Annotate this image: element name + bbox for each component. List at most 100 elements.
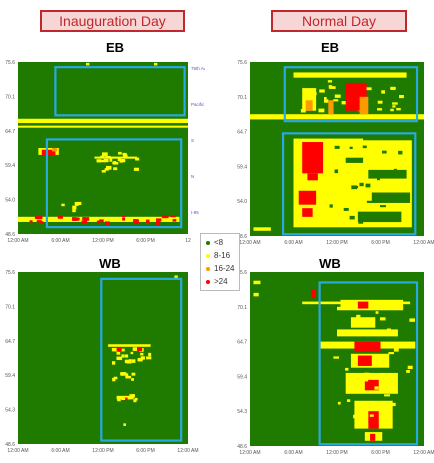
legend: <8 8-16 16-24 >24 [200,233,240,291]
heat-cell [396,107,401,111]
heat-cell [390,86,396,90]
y-tick-label: 70.1 [237,305,247,311]
y-tick-label: 64.7 [5,339,15,345]
heat-cell [124,354,129,358]
panel-title-eb-normal: EB [320,40,340,55]
heat-cell [121,348,125,352]
heat-cell [140,352,144,356]
heat-cell [52,148,58,152]
heat-cell [121,215,126,218]
legend-label: <8 [214,238,224,247]
heat-cell [133,167,139,171]
heat-cell [253,292,259,297]
heat-cell [379,317,386,321]
heat-cell [125,375,132,379]
heat-cell [334,94,341,98]
heat-cell [117,157,121,162]
panel-title-eb-inauguration: EB [105,40,125,55]
inauguration-day-header: Inauguration Day [40,10,185,32]
heat-cell [116,351,121,355]
heat-cell [377,100,383,104]
right-label: I-95 [191,210,199,215]
legend-label: >24 [214,277,228,286]
x-tick-label: 6:00 PM [371,450,390,456]
highlight-box [100,277,183,442]
heat-cell [398,150,403,155]
y-tick-label: 64.7 [237,340,247,346]
heat-cell [345,367,349,371]
heat-cell [125,373,129,378]
heat-cell [101,152,108,157]
heat-cell [366,200,373,203]
heat-cell [113,376,118,380]
heat-cell [116,356,123,360]
highlight-box [281,132,417,236]
heat-cell [357,211,402,223]
panel-title-wb-normal: WB [319,256,341,271]
heat-cell [121,354,125,358]
heat-cell [368,411,379,429]
heat-cell [327,80,333,83]
heat-cell [333,99,339,102]
heat-cell [392,384,398,388]
heat-cell [293,138,364,148]
heat-cell [390,108,394,112]
legend-item: 8-16 [206,250,230,262]
highlight-box [54,66,186,117]
heat-cell [359,182,364,187]
right-label: N [191,174,194,179]
y-tick-label: 70.1 [5,304,15,310]
heat-cell [302,88,317,111]
heat-cell [101,170,106,173]
heat-cell [154,62,158,66]
heat-cell [122,152,127,156]
heat-cell [300,109,306,113]
heat-cell [307,173,318,181]
heat-cell [146,219,150,223]
heat-cell [365,183,371,188]
heat-cell [337,329,398,337]
heat-cell [133,399,137,403]
heat-cell [302,208,313,217]
heat-cell [99,219,104,223]
heat-cell [72,205,77,210]
heat-cell [250,114,424,120]
legend-swatch [206,279,210,284]
y-tick-label: 48.6 [5,442,15,448]
heat-cell [94,156,137,159]
heat-cell [61,203,65,207]
x-tick-label: 6:00 PM [136,448,155,454]
heat-cell [131,372,136,376]
y-tick-label: 48.6 [237,234,247,240]
heat-cell [357,355,372,366]
heat-cell [351,185,358,190]
heat-cell [349,146,353,149]
heat-cell [109,158,113,162]
y-tick-label: 59.4 [237,374,247,380]
x-tick-label: 12:00 AM [7,448,28,454]
heat-cell [18,118,188,124]
heat-cell [99,159,106,163]
heat-cell [174,275,178,279]
heat-cell [18,216,180,222]
heat-cell [146,356,152,360]
heat-cell [81,220,88,224]
heat-cell [324,97,327,100]
heat-cell [354,341,381,353]
heat-cell [406,370,410,373]
highlight-box [45,138,183,229]
heat-cell [117,398,121,402]
legend-item: <8 [206,237,223,249]
heat-cell [133,220,139,224]
heat-cell [343,207,349,211]
heatmap-eb-inauguration: 75.6 70.1 64.7 59.4 54.0 48.612:00 AM 6:00 AM 1… [5,60,205,244]
heat-cell [72,217,79,221]
heat-cell [112,161,118,165]
heat-cell [83,217,90,221]
y-tick-label: 59.4 [237,164,247,170]
heat-cell [324,99,329,103]
heat-cell [120,159,126,163]
heat-cell [366,319,372,322]
heat-cell [334,169,339,174]
y-tick-label: 54.0 [5,198,15,204]
